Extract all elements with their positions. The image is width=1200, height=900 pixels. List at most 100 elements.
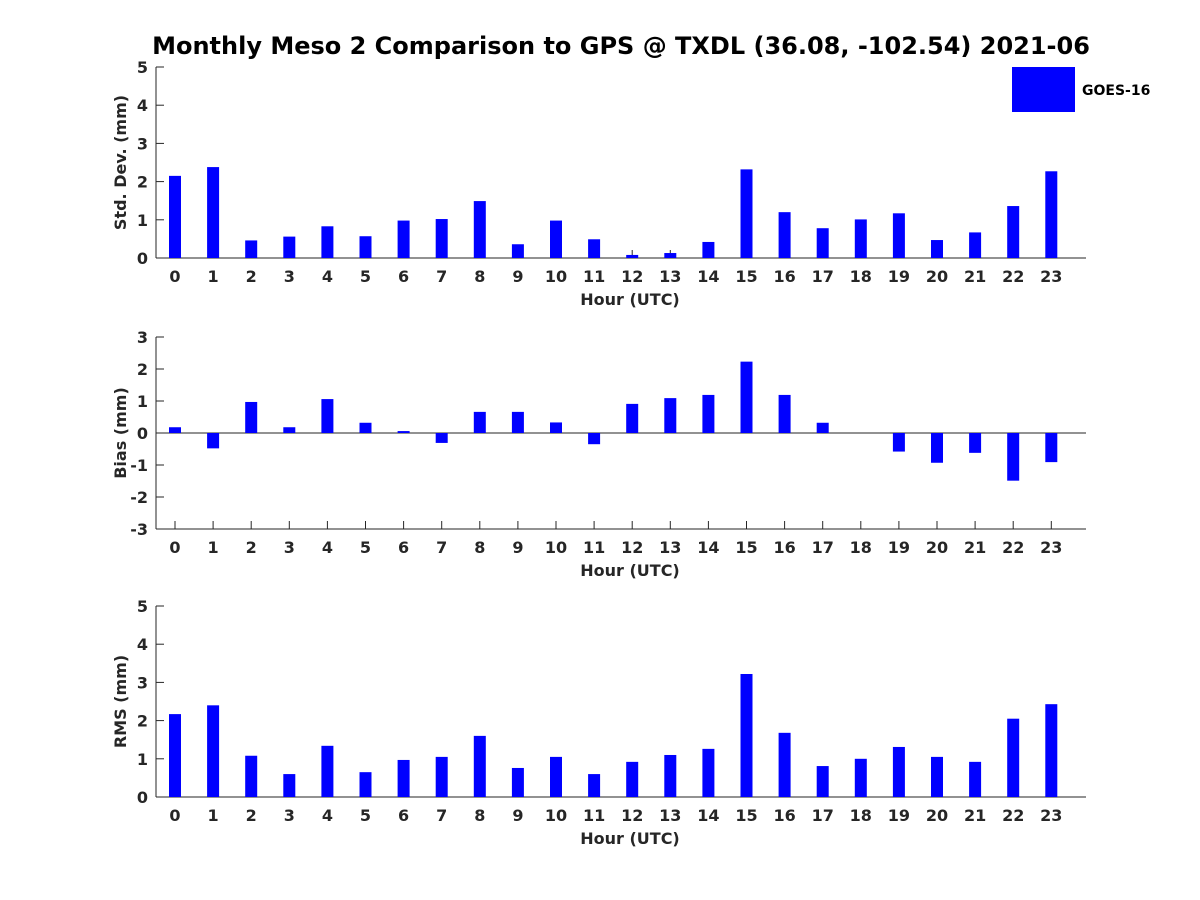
bar-hour-19 [892, 746, 905, 797]
bar-hour-21 [969, 761, 982, 797]
bar-hour-6 [397, 759, 410, 797]
bar-hour-5 [359, 236, 372, 258]
x-tick-label: 12 [621, 806, 643, 825]
bar-hour-0 [169, 175, 181, 258]
bar-hour-3 [283, 236, 296, 258]
bar-hour-7 [435, 219, 448, 258]
x-tick-label: 22 [1002, 806, 1024, 825]
bar-hour-8 [473, 735, 486, 797]
bar-hour-13 [664, 253, 677, 258]
bar-hour-18 [854, 758, 867, 797]
bar-hour-14 [702, 241, 715, 258]
bar-hour-15 [740, 361, 753, 433]
bar-hour-0 [169, 427, 181, 433]
x-tick-label: 7 [436, 806, 447, 825]
x-tick-label: 10 [545, 267, 567, 286]
bar-hour-15 [740, 673, 753, 797]
x-tick-label: 0 [169, 538, 180, 557]
x-axis-label: Hour (UTC) [580, 829, 680, 848]
x-tick-label: 15 [735, 267, 757, 286]
x-tick-label: 18 [850, 538, 872, 557]
x-tick-label: 11 [583, 538, 605, 557]
bar-hour-20 [931, 756, 943, 797]
x-tick-label: 6 [398, 806, 409, 825]
bar-hour-5 [359, 422, 372, 433]
x-tick-label: 17 [812, 267, 834, 286]
x-tick-label: 17 [812, 806, 834, 825]
x-tick-label: 13 [659, 538, 681, 557]
y-axis-label: Bias (mm) [111, 387, 130, 479]
bar-hour-8 [473, 411, 486, 433]
x-tick-label: 3 [284, 267, 295, 286]
y-tick-label: -2 [130, 488, 148, 507]
x-tick-label: 3 [284, 806, 295, 825]
x-tick-label: 22 [1002, 267, 1024, 286]
y-tick-label: 0 [137, 424, 148, 443]
x-tick-label: 0 [169, 267, 180, 286]
y-axis-label: Std. Dev. (mm) [111, 95, 130, 230]
bar-hour-23 [1045, 704, 1058, 797]
bar-hour-22 [1007, 206, 1020, 258]
bar-hour-12 [626, 403, 639, 433]
x-tick-label: 11 [583, 806, 605, 825]
x-tick-label: 16 [773, 267, 795, 286]
x-tick-label: 4 [322, 267, 333, 286]
x-axis-label: Hour (UTC) [580, 561, 680, 580]
x-tick-label: 18 [850, 267, 872, 286]
x-tick-label: 16 [773, 538, 795, 557]
bar-hour-20 [931, 433, 943, 463]
y-tick-label: 0 [137, 249, 148, 268]
bar-hour-15 [740, 169, 753, 258]
bar-hour-10 [550, 756, 562, 797]
bar-hour-17 [816, 228, 829, 258]
x-tick-label: 17 [812, 538, 834, 557]
x-tick-label: 21 [964, 806, 986, 825]
bar-hour-5 [359, 772, 372, 797]
bar-hour-13 [664, 398, 677, 433]
bar-hour-17 [816, 766, 829, 797]
y-tick-label: 0 [137, 788, 148, 807]
bar-hour-4 [321, 226, 334, 258]
bar-hour-23 [1045, 433, 1058, 463]
x-tick-label: 2 [246, 267, 257, 286]
legend-swatch-goes-16 [1012, 67, 1075, 112]
bar-hour-7 [435, 433, 448, 443]
x-tick-label: 16 [773, 806, 795, 825]
bar-hour-14 [702, 748, 715, 797]
bar-hour-2 [245, 240, 258, 258]
x-tick-label: 8 [474, 806, 485, 825]
bar-hour-2 [245, 401, 258, 433]
x-tick-label: 20 [926, 806, 948, 825]
bar-hour-18 [854, 219, 867, 258]
x-tick-label: 15 [735, 806, 757, 825]
y-tick-label: 3 [137, 134, 148, 153]
x-tick-label: 9 [512, 538, 523, 557]
bar-hour-9 [511, 244, 524, 258]
x-tick-label: 6 [398, 267, 409, 286]
y-tick-label: 1 [137, 392, 148, 411]
bar-hour-6 [397, 431, 410, 433]
x-tick-label: 8 [474, 538, 485, 557]
x-tick-label: 10 [545, 806, 567, 825]
bar-hour-22 [1007, 718, 1020, 797]
bar-hour-13 [664, 754, 677, 797]
bar-hour-10 [550, 422, 562, 433]
x-tick-label: 8 [474, 267, 485, 286]
x-tick-label: 21 [964, 538, 986, 557]
bar-hour-19 [892, 433, 905, 452]
bar-hour-0 [169, 714, 181, 797]
legend: GOES-16 [1012, 67, 1150, 112]
bar-hour-4 [321, 745, 334, 797]
y-tick-label: 1 [137, 750, 148, 769]
bar-hour-22 [1007, 433, 1020, 481]
bar-hour-19 [892, 213, 905, 258]
x-tick-label: 14 [697, 538, 719, 557]
bar-hour-1 [207, 433, 220, 449]
bar-hour-1 [207, 705, 220, 797]
x-tick-label: 11 [583, 267, 605, 286]
bar-hour-9 [511, 767, 524, 797]
y-tick-label: -3 [130, 520, 148, 539]
